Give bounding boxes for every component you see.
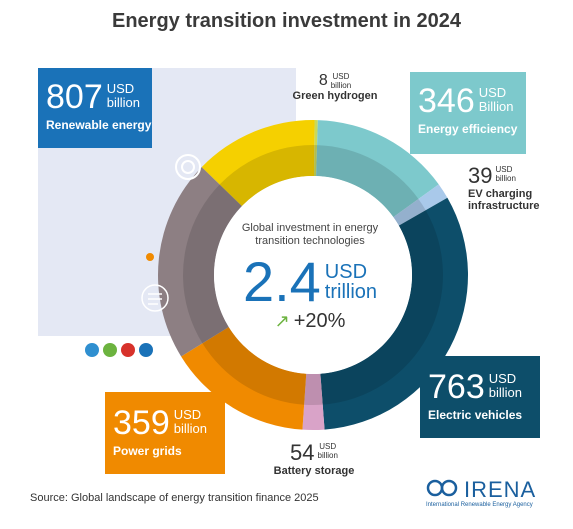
battery-unit-1: USD	[319, 442, 337, 451]
charging-name-2: infrastructure	[468, 200, 540, 212]
ev-unit-2: billion	[488, 385, 522, 400]
charging-name-1: EV charging	[468, 188, 533, 200]
grids-value: 359	[113, 404, 170, 442]
renewable-unit-1: USD	[106, 81, 135, 96]
slice-energy-efficiency	[316, 120, 439, 218]
ev-value: 763	[428, 368, 485, 406]
solar-icon	[175, 154, 201, 180]
slice-ev-charging-infrastructure	[393, 184, 448, 226]
slice-inner-band-green-hydrogen	[313, 145, 318, 177]
slice-inner-band-energy-efficiency	[316, 145, 419, 218]
charging-value: 39	[468, 163, 493, 188]
renewable-subtype-icons	[84, 342, 174, 367]
slice-inner-band-power-grids	[202, 327, 307, 405]
bioenergy-icon	[103, 343, 117, 357]
ocean-icon	[139, 343, 153, 357]
slice-inner-band-renewable-energy	[182, 145, 315, 344]
irena-logo-subtitle: International Renewable Energy Agency	[426, 502, 533, 508]
renewable-name: Renewable energy	[46, 118, 152, 132]
wind-icon	[141, 284, 169, 312]
ev-unit-1: USD	[488, 371, 517, 386]
green-hydrogen-label: 8 USD billion Green hydrogen	[290, 72, 380, 102]
slice-inner-band-electric-vehicles	[320, 210, 444, 405]
hydrogen-unit-2: billion	[330, 81, 352, 90]
battery-value: 54	[290, 440, 315, 465]
ev-name: Electric vehicles	[428, 408, 523, 422]
donut-hole	[214, 176, 412, 374]
slice-green-hydrogen	[313, 120, 318, 177]
center-description: Global investment in energy transition t…	[241, 222, 379, 247]
slice-power-grids	[181, 327, 307, 430]
hydro-icon	[85, 343, 99, 357]
power-grids-label-box: 359 USD billion Power grids	[105, 392, 225, 474]
page-title: Energy transition investment in 2024	[112, 10, 461, 32]
donut-center-summary: Global investment in energy transition t…	[220, 222, 400, 333]
total-unit-1: USD	[324, 261, 368, 283]
electric-vehicles-label-box: 763 USD billion Electric vehicles	[420, 356, 540, 438]
energy-efficiency-label-box: 346 USD Billion Energy efficiency	[410, 72, 526, 154]
slice-renewable-solar	[201, 120, 315, 207]
efficiency-unit-1: USD	[478, 85, 507, 100]
hydrogen-value: 8	[318, 72, 328, 89]
slice-inner-band-ev-charging-infrastructure	[393, 198, 426, 226]
growth-indicator: ↗ +20%	[220, 310, 400, 333]
battery-unit-2: billion	[317, 451, 338, 460]
geothermal-dot-icon	[146, 253, 154, 261]
slice-renewable-wind	[158, 167, 242, 357]
charging-unit-2: billion	[495, 174, 516, 183]
arrow-up-right-icon: ↗	[274, 311, 290, 331]
renewable-unit-2: billion	[106, 95, 140, 110]
slice-battery-storage	[302, 373, 325, 430]
total-unit-2: trillion	[324, 281, 378, 303]
grids-unit-1: USD	[173, 407, 202, 422]
growth-value: +20%	[293, 310, 346, 332]
slice-inner-band-battery-storage	[304, 373, 323, 405]
geothermal-icon	[121, 343, 135, 357]
efficiency-name: Energy efficiency	[418, 122, 518, 136]
efficiency-unit-2: Billion	[478, 99, 514, 114]
efficiency-value: 346	[418, 82, 475, 120]
grids-name: Power grids	[113, 444, 182, 458]
hydrogen-name: Green hydrogen	[292, 90, 378, 102]
source-note: Source: Global landscape of energy trans…	[30, 492, 319, 504]
hydrogen-unit-1: USD	[332, 72, 350, 81]
irena-logo-icon	[426, 479, 458, 497]
ev-charging-label: 39 USD billion EV charging infrastructure	[468, 163, 540, 213]
charging-unit-1: USD	[495, 165, 513, 174]
grids-unit-2: billion	[173, 421, 207, 436]
battery-storage-label: 54 USD billion Battery storage	[268, 440, 360, 478]
irena-logo-text: IRENA	[464, 477, 537, 502]
total-value: 2.4	[242, 250, 321, 313]
renewable-energy-label-box: 807 USD billion Renewable energy	[38, 68, 152, 148]
battery-name: Battery storage	[273, 465, 355, 477]
renewable-value: 807	[46, 78, 103, 116]
